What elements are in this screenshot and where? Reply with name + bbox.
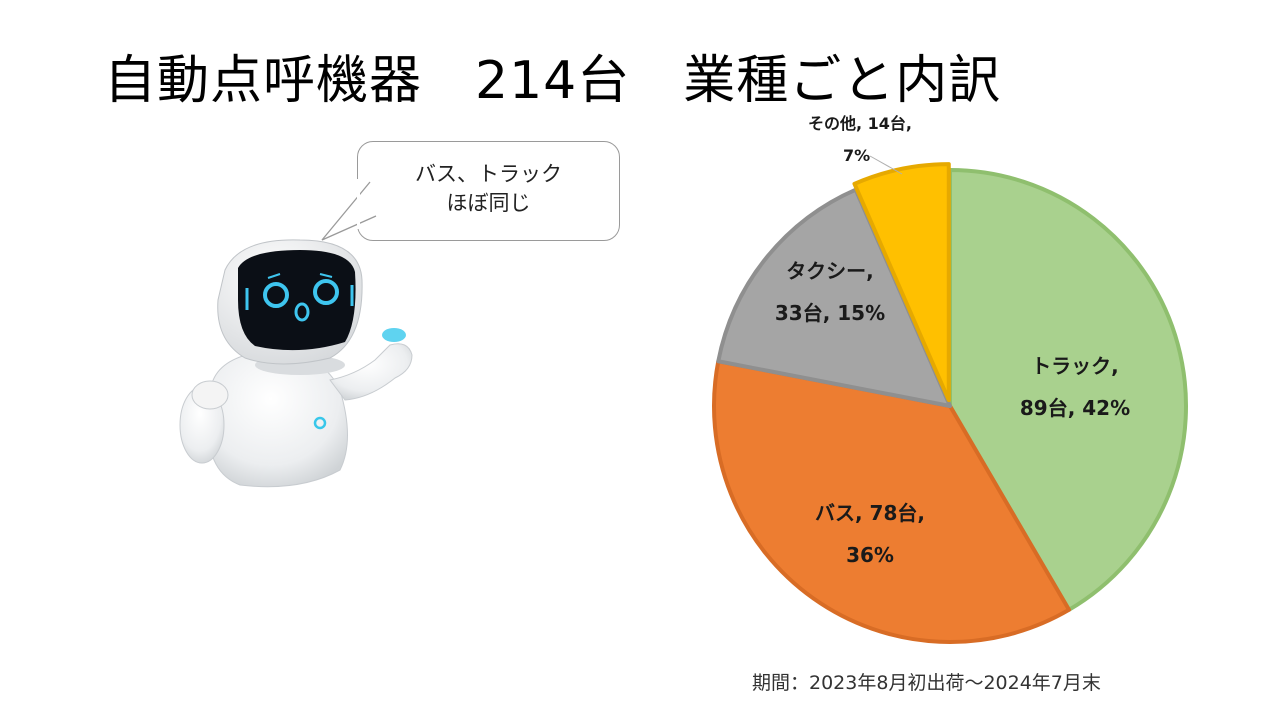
label-bus-line2: 36%	[846, 543, 894, 567]
label-truck-line1: トラック,	[1031, 354, 1119, 378]
pie-slice-truck	[948, 168, 1188, 612]
label-other-line2: 7%	[843, 146, 871, 165]
label-bus-line1: バス, 78台,	[815, 501, 925, 525]
label-truck-line2: 89台, 42%	[1019, 396, 1131, 420]
speech-bubble-text: バス、トラック ほぼ同じ	[357, 160, 620, 218]
pie-slice-bus	[712, 359, 1071, 644]
pie-slice-taxi	[716, 187, 952, 408]
period-note: 期間：2023年8月初出荷〜2024年7月末	[752, 672, 1101, 694]
label-other: その他, 14台, 7%	[795, 108, 925, 172]
label-taxi: タクシー, 33台, 15%	[765, 250, 895, 334]
leader-line-other	[869, 155, 903, 175]
speech-bubble-tail	[321, 179, 377, 241]
robot-illustration	[179, 239, 413, 488]
label-bus: バス, 78台, 36%	[800, 492, 940, 576]
label-other-line1: その他, 14台,	[808, 114, 912, 133]
pie-slice-other	[852, 162, 951, 403]
label-taxi-line1: タクシー,	[786, 259, 874, 283]
label-truck: トラック, 89台, 42%	[1010, 345, 1140, 429]
bubble-line-2: ほぼ同じ	[446, 191, 531, 215]
pie-chart	[712, 162, 1188, 644]
bubble-line-1: バス、トラック	[415, 162, 562, 186]
label-taxi-line2: 33台, 15%	[774, 301, 886, 325]
page-title: 自動点呼機器 214台 業種ごと内訳	[104, 51, 1002, 111]
speech-bubble	[357, 141, 620, 241]
